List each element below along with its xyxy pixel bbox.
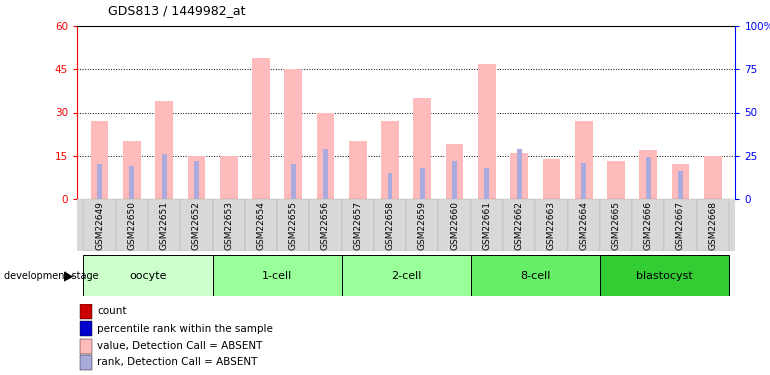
Text: GSM22654: GSM22654 <box>256 201 266 250</box>
Text: GSM22665: GSM22665 <box>611 201 621 250</box>
Bar <box>535 199 567 251</box>
Bar <box>97 164 102 199</box>
Bar <box>438 199 470 251</box>
Text: count: count <box>98 306 127 316</box>
Text: 1-cell: 1-cell <box>262 271 292 280</box>
Bar <box>511 153 528 199</box>
Bar <box>452 161 457 199</box>
Bar <box>323 149 328 199</box>
Text: 8-cell: 8-cell <box>520 271 551 280</box>
Text: GSM22658: GSM22658 <box>386 201 394 250</box>
Bar <box>342 255 470 296</box>
Text: rank, Detection Call = ABSENT: rank, Detection Call = ABSENT <box>98 357 258 368</box>
Bar <box>123 141 141 199</box>
Text: GSM22656: GSM22656 <box>321 201 330 250</box>
Bar <box>91 121 109 199</box>
Bar <box>503 199 535 251</box>
Bar <box>600 255 729 296</box>
Bar <box>671 164 689 199</box>
Bar <box>80 339 92 354</box>
Bar <box>665 199 697 251</box>
Bar <box>407 199 438 251</box>
Bar <box>129 166 134 199</box>
Bar <box>213 255 342 296</box>
Text: GSM22662: GSM22662 <box>514 201 524 250</box>
Text: GSM22652: GSM22652 <box>192 201 201 250</box>
Bar <box>188 156 206 199</box>
Bar <box>80 304 92 319</box>
Bar <box>646 158 651 199</box>
Bar <box>194 161 199 199</box>
Bar <box>162 154 166 199</box>
Text: GSM22667: GSM22667 <box>676 201 685 250</box>
Bar <box>574 121 593 199</box>
Bar <box>632 199 665 251</box>
Text: blastocyst: blastocyst <box>636 271 693 280</box>
Text: GSM22655: GSM22655 <box>289 201 298 250</box>
Bar <box>349 141 367 199</box>
Text: GSM22664: GSM22664 <box>579 201 588 250</box>
Bar <box>83 255 213 296</box>
Bar <box>180 199 213 251</box>
Bar <box>484 168 489 199</box>
Bar <box>470 255 600 296</box>
Bar <box>219 156 238 199</box>
Bar <box>374 199 407 251</box>
Bar <box>277 199 310 251</box>
Text: development stage: development stage <box>4 271 99 280</box>
Bar <box>291 164 296 199</box>
Bar <box>446 144 464 199</box>
Bar <box>316 112 334 199</box>
Bar <box>342 199 374 251</box>
Bar <box>517 149 521 199</box>
Bar <box>387 173 393 199</box>
Text: GSM22649: GSM22649 <box>95 201 104 250</box>
Text: value, Detection Call = ABSENT: value, Detection Call = ABSENT <box>98 341 263 351</box>
Text: GSM22659: GSM22659 <box>418 201 427 250</box>
Bar <box>116 199 148 251</box>
Bar <box>567 199 600 251</box>
Bar <box>543 159 561 199</box>
Bar <box>639 150 657 199</box>
Bar <box>213 199 245 251</box>
Bar <box>607 161 624 199</box>
Bar <box>148 199 180 251</box>
Bar <box>420 168 425 199</box>
Text: GSM22651: GSM22651 <box>159 201 169 250</box>
Text: GSM22660: GSM22660 <box>450 201 459 250</box>
Bar <box>678 171 683 199</box>
Text: oocyte: oocyte <box>129 271 167 280</box>
Bar <box>252 58 270 199</box>
Bar <box>470 199 503 251</box>
Bar <box>581 162 586 199</box>
Bar <box>381 121 399 199</box>
Bar <box>704 156 721 199</box>
Bar <box>413 98 431 199</box>
Bar <box>600 199 632 251</box>
Text: ▶: ▶ <box>63 269 73 282</box>
Bar <box>83 199 116 251</box>
Bar <box>478 64 496 199</box>
Bar <box>80 321 92 336</box>
Text: GSM22650: GSM22650 <box>127 201 136 250</box>
Text: GSM22668: GSM22668 <box>708 201 718 250</box>
Text: GSM22657: GSM22657 <box>353 201 362 250</box>
Text: percentile rank within the sample: percentile rank within the sample <box>98 324 273 334</box>
Text: GSM22661: GSM22661 <box>482 201 491 250</box>
Text: 2-cell: 2-cell <box>391 271 421 280</box>
Bar <box>156 101 173 199</box>
Text: GSM22666: GSM22666 <box>644 201 653 250</box>
Bar <box>245 199 277 251</box>
Bar <box>284 69 302 199</box>
Bar <box>80 355 92 370</box>
Text: GSM22653: GSM22653 <box>224 201 233 250</box>
Text: GSM22663: GSM22663 <box>547 201 556 250</box>
Bar <box>310 199 342 251</box>
Text: GDS813 / 1449982_at: GDS813 / 1449982_at <box>108 4 246 17</box>
Bar <box>697 199 729 251</box>
